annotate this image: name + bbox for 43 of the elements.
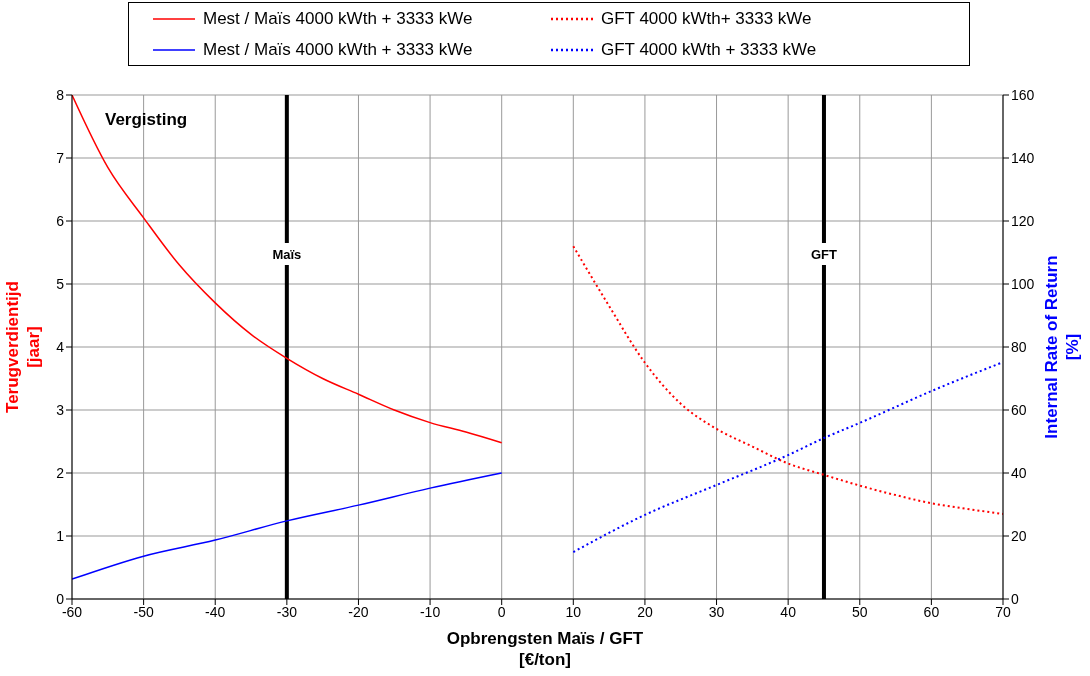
y2-tick-label: 80 xyxy=(1011,338,1027,355)
y-tick-label: 8 xyxy=(56,86,65,103)
line-series xyxy=(572,361,1003,554)
y-tick-label: 2 xyxy=(56,464,65,481)
line-series xyxy=(72,95,503,444)
y-tick-label: 7 xyxy=(56,149,65,166)
y-tick-label: 1 xyxy=(56,527,65,544)
legend-label: Mest / Maïs 4000 kWth + 3333 kWe xyxy=(203,39,473,60)
x-tick-label: 10 xyxy=(565,603,582,620)
x-tick-label: 20 xyxy=(637,603,653,620)
x-tick-label: -10 xyxy=(419,603,441,620)
y-tick-label: 4 xyxy=(56,338,65,355)
legend-label: Mest / Maïs 4000 kWth + 3333 kWe xyxy=(203,8,473,29)
x-tick-label: 0 xyxy=(497,603,506,620)
y2-tick-label: 20 xyxy=(1011,527,1027,544)
y2-tick-label: 120 xyxy=(1011,212,1035,229)
y2-tick-label: 140 xyxy=(1011,149,1035,166)
text: Vergisting xyxy=(105,110,188,130)
x-axis-title: Opbrengsten Maïs / GFT [€/ton] xyxy=(445,628,645,670)
y2-tick-label: 40 xyxy=(1011,464,1027,481)
y2-axis-title: Internal Rate of Return [%] xyxy=(1041,254,1083,441)
y-tick-label: 6 xyxy=(56,212,65,229)
x-tick-label: 70 xyxy=(995,603,1011,620)
y2-tick-label: 100 xyxy=(1011,275,1035,292)
ref-line-label: Maïs xyxy=(272,247,302,262)
x-tick-label: 30 xyxy=(708,603,725,620)
x-tick-label: -40 xyxy=(205,603,226,620)
x-tick-label: 40 xyxy=(780,603,797,620)
line-series xyxy=(72,472,503,580)
y-axis-title: Terugverdientijd [jaar] xyxy=(2,280,44,415)
y2-tick-label: 60 xyxy=(1011,401,1027,418)
y2-tick-label: 160 xyxy=(1011,86,1035,103)
legend-label: GFT 4000 kWth+ 3333 kWe xyxy=(601,8,812,29)
ref-line-label: GFT xyxy=(810,247,838,262)
x-tick-label: 50 xyxy=(851,603,868,620)
y-tick-label: 3 xyxy=(56,401,65,418)
y2-tick-label: 0 xyxy=(1011,590,1019,607)
x-tick-label: -50 xyxy=(133,603,154,620)
x-tick-label: -20 xyxy=(348,603,369,620)
legend-label: GFT 4000 kWth + 3333 kWe xyxy=(601,39,817,60)
y-tick-label: 5 xyxy=(56,275,65,292)
x-tick-label: 60 xyxy=(923,603,940,620)
x-tick-label: -30 xyxy=(276,603,298,620)
